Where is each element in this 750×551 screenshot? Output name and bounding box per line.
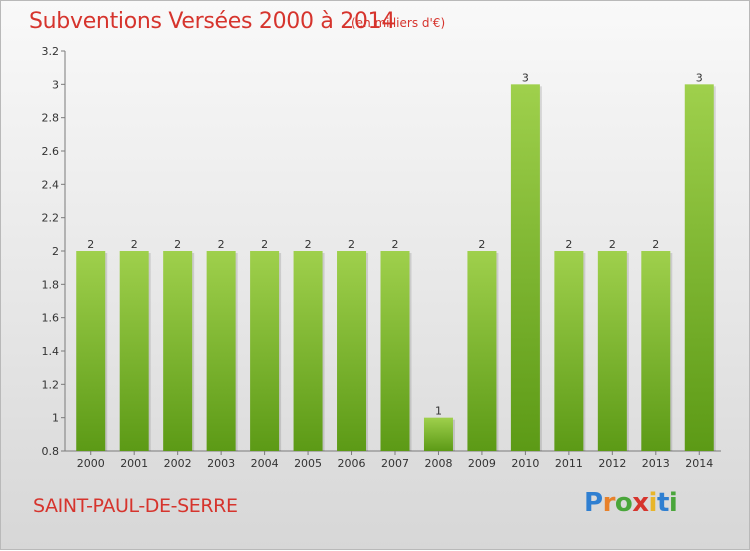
x-tick-label: 2012 <box>598 457 626 470</box>
bar-value-label: 2 <box>218 238 225 251</box>
bar <box>597 251 627 451</box>
bar <box>684 84 714 451</box>
y-tick-label: 1.2 <box>42 378 60 391</box>
bar-value-label: 2 <box>87 238 94 251</box>
bar <box>641 251 671 451</box>
town-name: SAINT-PAUL-DE-SERRE <box>33 495 238 517</box>
x-tick-label: 2008 <box>424 457 452 470</box>
y-tick-label: 2 <box>52 245 59 258</box>
bar-value-label: 1 <box>435 405 442 418</box>
bar-value-label: 3 <box>696 71 703 84</box>
x-tick-label: 2006 <box>338 457 366 470</box>
bar-value-label: 2 <box>478 238 485 251</box>
bar-value-label: 3 <box>522 71 529 84</box>
bar <box>337 251 367 451</box>
y-tick-label: 0.8 <box>42 445 60 458</box>
y-tick-label: 2.8 <box>42 112 60 125</box>
y-tick-label: 3 <box>52 78 59 91</box>
y-tick-label: 2.6 <box>42 145 60 158</box>
x-tick-label: 2013 <box>642 457 670 470</box>
bar-value-label: 2 <box>348 238 355 251</box>
bar <box>293 251 323 451</box>
x-tick-label: 2011 <box>555 457 583 470</box>
bar <box>163 251 193 451</box>
bar-value-label: 2 <box>174 238 181 251</box>
x-tick-label: 2000 <box>77 457 105 470</box>
x-tick-label: 2014 <box>685 457 713 470</box>
bar-value-label: 2 <box>131 238 138 251</box>
x-tick-label: 2010 <box>511 457 539 470</box>
x-tick-label: 2005 <box>294 457 322 470</box>
chart-title: Subventions Versées 2000 à 2014 <box>29 9 396 34</box>
bar-value-label: 2 <box>261 238 268 251</box>
y-tick-label: 1.6 <box>42 312 60 325</box>
y-tick-label: 2.4 <box>42 178 60 191</box>
bar <box>206 251 236 451</box>
x-tick-label: 2002 <box>164 457 192 470</box>
bar <box>119 251 149 451</box>
bar <box>423 417 453 451</box>
bar-value-label: 2 <box>305 238 312 251</box>
bar <box>554 251 584 451</box>
y-tick-label: 1.4 <box>42 345 60 358</box>
chart-subtitle: (en milliers d'€) <box>351 16 446 30</box>
bar <box>510 84 540 451</box>
y-tick-label: 2.2 <box>42 212 60 225</box>
bar-value-label: 2 <box>609 238 616 251</box>
x-tick-label: 2009 <box>468 457 496 470</box>
x-tick-label: 2007 <box>381 457 409 470</box>
bar <box>467 251 497 451</box>
y-tick-label: 1 <box>52 412 59 425</box>
bar <box>380 251 410 451</box>
bar-value-label: 2 <box>392 238 399 251</box>
bar-value-label: 2 <box>652 238 659 251</box>
bar <box>250 251 280 451</box>
x-tick-label: 2003 <box>207 457 235 470</box>
x-tick-label: 2004 <box>251 457 279 470</box>
proxiti-logo: Proxiti <box>584 488 678 518</box>
bar <box>76 251 106 451</box>
x-tick-label: 2001 <box>120 457 148 470</box>
y-tick-label: 3.2 <box>42 45 60 58</box>
bar-value-label: 2 <box>565 238 572 251</box>
y-tick-label: 1.8 <box>42 278 60 291</box>
